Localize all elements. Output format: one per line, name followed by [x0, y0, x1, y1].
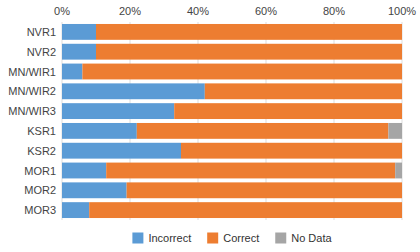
bar [62, 103, 174, 119]
bar [62, 143, 181, 159]
y-tick-label: KSR1 [27, 125, 56, 137]
bar [402, 44, 403, 60]
background [0, 0, 420, 252]
bar [62, 64, 82, 80]
bar [96, 24, 402, 40]
y-tick-label: MN/WIR2 [8, 85, 56, 97]
bar [388, 123, 402, 139]
legend: Incorrect Correct No Data [132, 232, 332, 244]
y-tick-label: NVR1 [27, 26, 56, 38]
x-axis: 0% 20% 40% 60% 80% 100% [54, 5, 416, 17]
y-axis: NVR1 NVR2 MN/WIR1 MN/WIR2 MN/WIR3 KSR1 KSR2 MOR… [8, 26, 56, 216]
x-tick-label: 60% [255, 5, 277, 17]
bar [402, 24, 403, 40]
x-tick-label: 40% [187, 5, 209, 17]
bar [174, 103, 402, 119]
bars [62, 24, 402, 218]
bar [62, 83, 205, 99]
y-tick-label: KSR2 [27, 145, 56, 157]
bar [402, 202, 403, 218]
legend-label: Incorrect [148, 232, 191, 244]
legend-label: Correct [223, 232, 259, 244]
bar [62, 24, 96, 40]
bar [205, 83, 402, 99]
x-tick-label: 80% [323, 5, 345, 17]
x-tick-label: 0% [54, 5, 70, 17]
bar [137, 123, 389, 139]
bar [181, 143, 402, 159]
bar [89, 202, 402, 218]
x-tick-label: 100% [388, 5, 416, 17]
y-tick-label: MOR1 [24, 165, 56, 177]
bar [62, 44, 96, 60]
bar [402, 64, 403, 80]
bar [402, 83, 403, 99]
bar [106, 163, 395, 179]
legend-swatch [132, 233, 143, 244]
bar [395, 163, 402, 179]
bar [402, 182, 403, 198]
y-tick-label: MOR3 [24, 204, 56, 216]
y-tick-label: NVR2 [27, 46, 56, 58]
bar [402, 143, 403, 159]
bar [62, 182, 127, 198]
x-tick-label: 20% [119, 5, 141, 17]
chart: 0% 20% 40% 60% 80% 100% NVR1 NVR2 MN/WIR1 MN/WIR2… [0, 0, 420, 252]
y-tick-label: MN/WIR1 [8, 66, 56, 78]
bar [127, 182, 402, 198]
legend-label: No Data [291, 232, 332, 244]
bar [402, 103, 403, 119]
bar [82, 64, 402, 80]
legend-swatch [207, 233, 218, 244]
bar [62, 163, 106, 179]
bar [96, 44, 402, 60]
bar [62, 123, 137, 139]
y-tick-label: MN/WIR3 [8, 105, 56, 117]
bar [62, 202, 89, 218]
y-tick-label: MOR2 [24, 184, 56, 196]
grid [62, 22, 402, 220]
legend-swatch [275, 233, 286, 244]
